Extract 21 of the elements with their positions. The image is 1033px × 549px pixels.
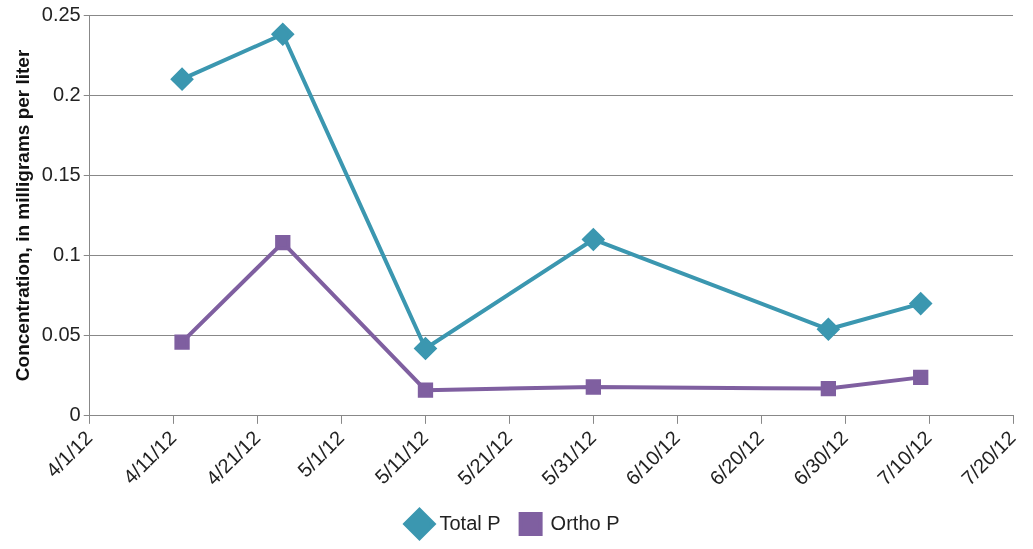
y-tick-label: 0.1 xyxy=(52,243,81,266)
y-tick-label: 0.25 xyxy=(41,2,81,25)
point xyxy=(414,337,437,360)
legend-label: Ortho P xyxy=(550,511,620,534)
y-tick-label: 0.15 xyxy=(41,162,81,185)
legend-label: Total P xyxy=(439,511,501,534)
y-axis-title: Concentration, in milligrams per liter xyxy=(11,49,33,382)
point xyxy=(417,382,434,398)
y-tick-label: 0 xyxy=(69,403,81,426)
point xyxy=(913,369,929,386)
point xyxy=(817,318,840,341)
point xyxy=(271,23,294,46)
y-tick-label: 0.05 xyxy=(41,323,81,346)
y-tick-label: 0.2 xyxy=(52,82,81,105)
point xyxy=(171,68,194,91)
point xyxy=(909,292,932,315)
point xyxy=(582,228,605,251)
point xyxy=(820,380,837,397)
point xyxy=(585,379,601,395)
point xyxy=(174,334,190,350)
point xyxy=(275,235,291,251)
